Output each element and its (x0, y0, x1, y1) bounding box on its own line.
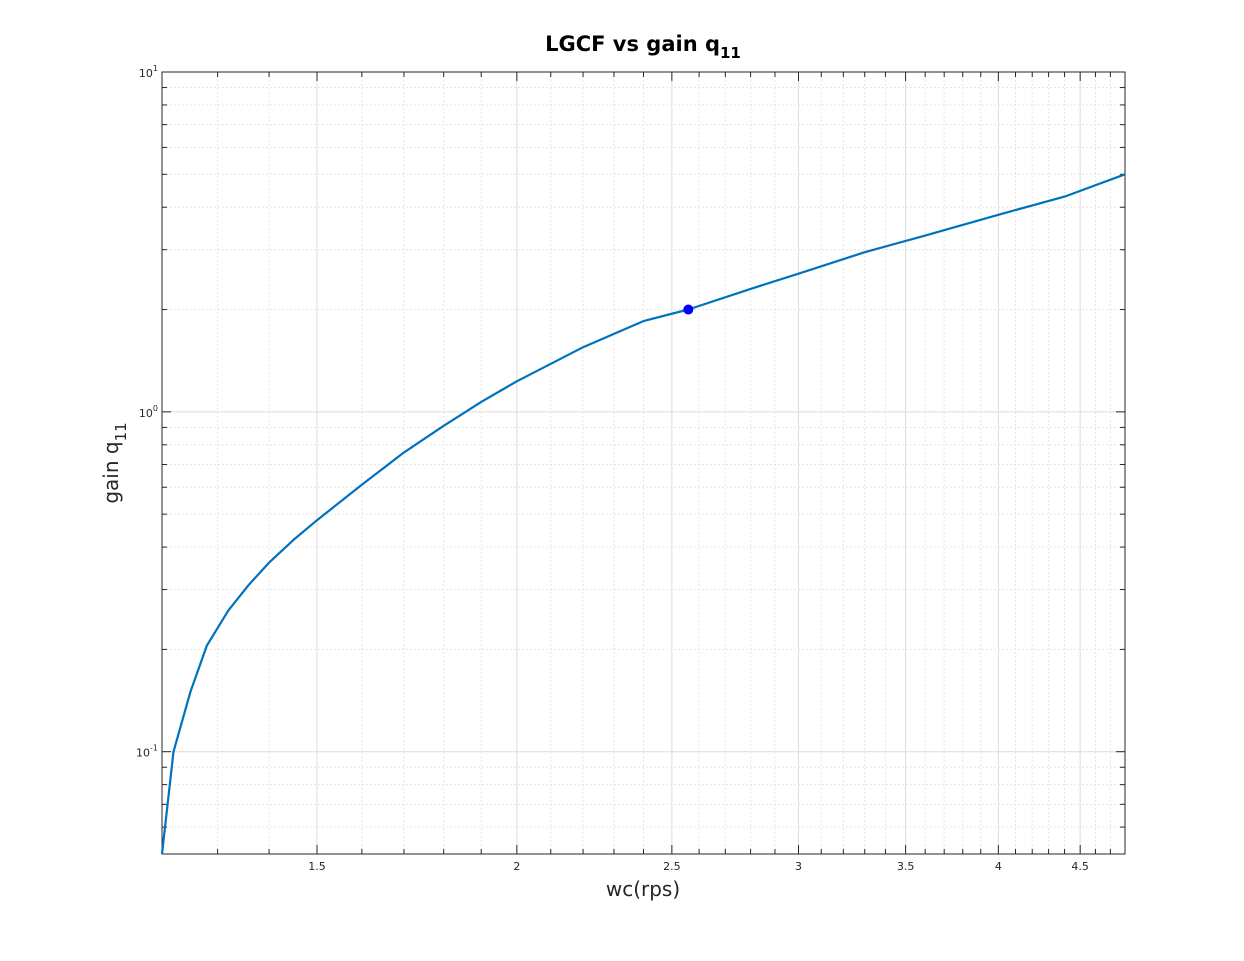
axes-frame (161, 71, 1126, 855)
x-tick-label: 2.5 (663, 860, 681, 873)
x-axis-label: wc(rps) (606, 877, 680, 901)
y-tick-label: 101 (139, 64, 158, 80)
x-tick-label: 1.5 (308, 860, 326, 873)
y-tick-labels: 10-1 100 101 (136, 64, 158, 760)
y-axis-label: gain q11 (99, 422, 130, 503)
series-layer (160, 173, 1126, 855)
y-tick-label: 10-1 (136, 744, 158, 760)
x-tick-label: 2 (513, 860, 520, 873)
x-tick-label: 4.5 (1071, 860, 1089, 873)
x-tick-labels: 1.5 2 2.5 3 3.5 4 4.5 (308, 860, 1089, 873)
chart-title: LGCF vs gain q11 (545, 32, 741, 62)
x-tick-label: 3.5 (897, 860, 915, 873)
plot-area (162, 72, 1125, 854)
x-tick-label: 3 (795, 860, 802, 873)
data-point-marker (683, 304, 694, 315)
y-tick-label: 100 (139, 404, 158, 420)
series-line (160, 173, 1126, 855)
x-tick-label: 4 (995, 860, 1002, 873)
